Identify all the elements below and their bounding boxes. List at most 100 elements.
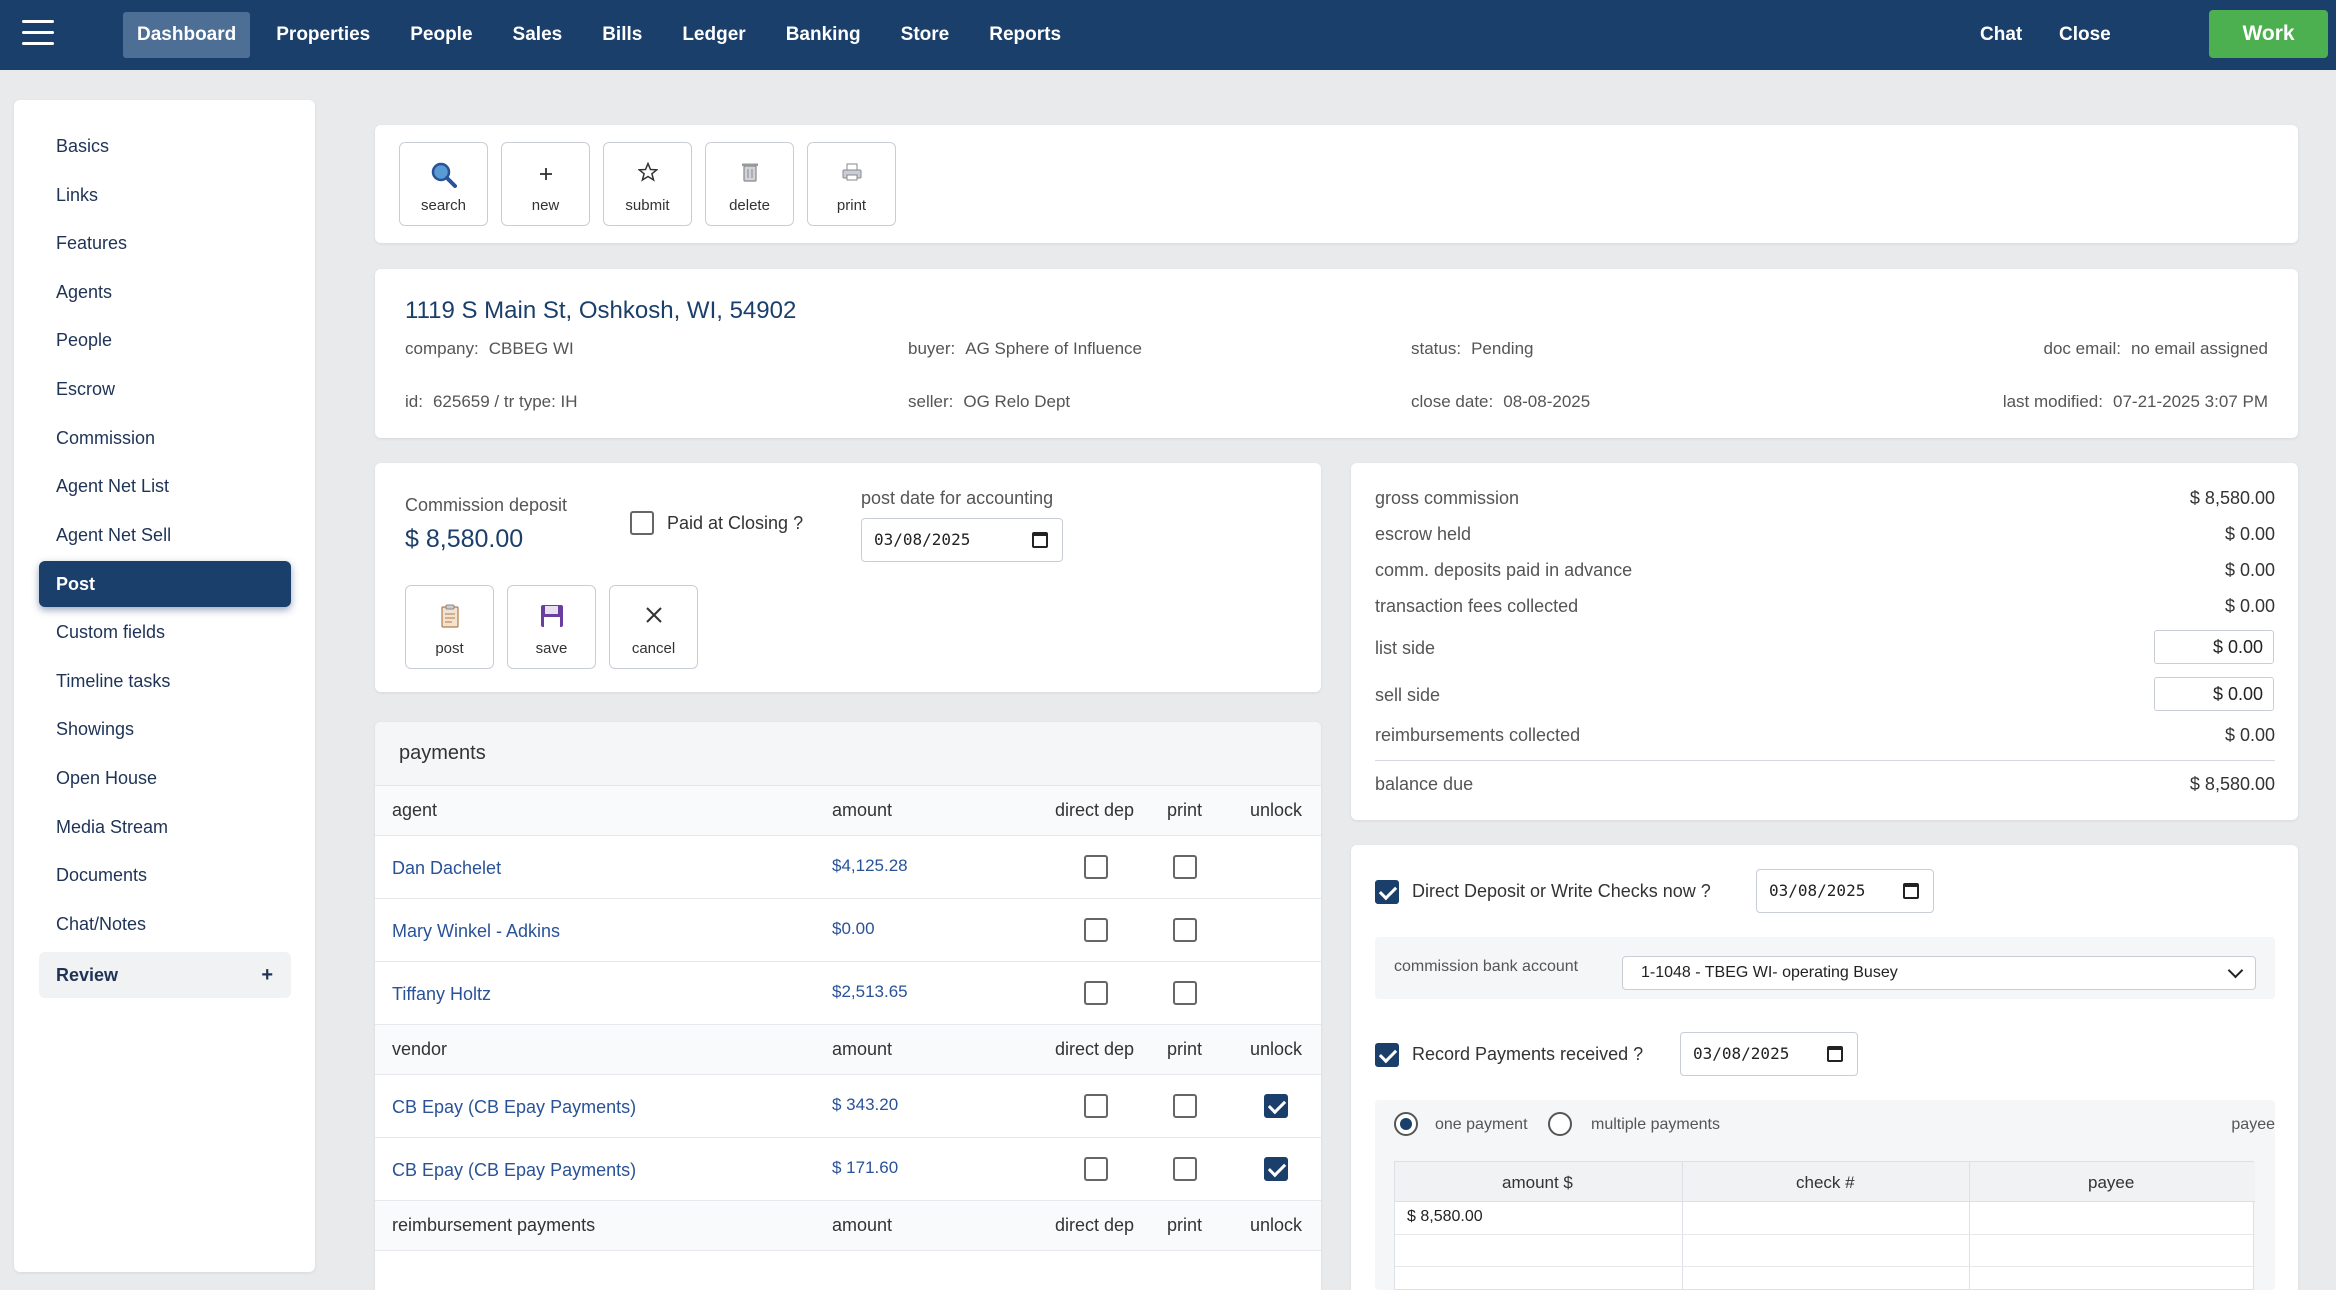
save-button[interactable]: save: [507, 585, 596, 669]
payments-card: payments agent amount direct dep print u…: [375, 722, 1321, 1290]
plus-icon[interactable]: +: [261, 964, 273, 986]
plus-icon: [502, 161, 589, 189]
record-payments-date-input[interactable]: 03/08/2025: [1680, 1032, 1858, 1076]
received-table-header: amount $ check # payee: [1395, 1162, 2255, 1202]
paid-at-closing-checkbox[interactable]: [630, 511, 654, 535]
cancel-button[interactable]: cancel: [609, 585, 698, 669]
nav-store[interactable]: Store: [900, 24, 950, 45]
direct-dep-checkbox[interactable]: [1084, 918, 1108, 942]
search-button[interactable]: search: [399, 142, 488, 226]
sidebar-item-agent-net-list[interactable]: Agent Net List: [56, 476, 170, 496]
print-checkbox[interactable]: [1173, 981, 1197, 1005]
star-icon: [604, 161, 691, 189]
direct-dep-checkbox[interactable]: [1084, 1094, 1108, 1118]
nav-bills[interactable]: Bills: [602, 24, 643, 45]
vendor-amount: $ 343.20: [832, 1095, 899, 1114]
sidebar-item-basics[interactable]: Basics: [56, 136, 110, 156]
print-checkbox[interactable]: [1173, 855, 1197, 879]
commission-summary-card: gross commission $ 8,580.00 escrow held $ …: [1351, 463, 2298, 820]
delete-button[interactable]: delete: [705, 142, 794, 226]
agent-amount: $4,125.28: [832, 856, 908, 875]
nav-sales[interactable]: Sales: [512, 24, 563, 45]
commission-deposit-label: Commission deposit: [405, 495, 568, 515]
nav-ledger[interactable]: Ledger: [682, 24, 746, 45]
clipboard-icon: [406, 604, 493, 632]
nav-reports[interactable]: Reports: [989, 24, 1062, 45]
print-checkbox[interactable]: [1173, 1094, 1197, 1118]
table-row: Mary Winkel - Adkins $0.00: [375, 899, 1321, 962]
chevron-down-icon: [2227, 962, 2244, 979]
comm-deposits-row: comm. deposits paid in advance $ 0.00: [1375, 560, 2275, 580]
calendar-icon: [1032, 532, 1048, 548]
submit-button[interactable]: submit: [603, 142, 692, 226]
print-checkbox[interactable]: [1173, 918, 1197, 942]
vendor-name-link[interactable]: CB Epay (CB Epay Payments): [392, 1097, 637, 1117]
nav-chat[interactable]: Chat: [1980, 24, 2023, 45]
sell-side-label: sell side: [1375, 685, 1441, 705]
sidebar-item-showings[interactable]: Showings: [56, 719, 135, 739]
nav-people[interactable]: People: [410, 24, 473, 45]
hamburger-menu-icon[interactable]: [22, 20, 54, 46]
paid-at-closing-label: Paid at Closing ?: [667, 513, 804, 533]
direct-dep-checkbox[interactable]: [1084, 981, 1108, 1005]
nav-close[interactable]: Close: [2059, 24, 2111, 45]
nav-dashboard[interactable]: Dashboard: [123, 12, 251, 58]
payments-header: payments: [375, 722, 1321, 786]
sidebar-item-review[interactable]: Review +: [39, 952, 291, 998]
sidebar-item-open-house[interactable]: Open House: [56, 768, 158, 788]
sidebar-item-people[interactable]: People: [56, 330, 113, 350]
vendor-header-row: vendor amount direct dep print unlock: [375, 1025, 1321, 1075]
received-amount-input[interactable]: $ 8,580.00: [1407, 1208, 1483, 1225]
direct-dep-checkbox[interactable]: [1084, 855, 1108, 879]
sidebar-item-agent-net-sell[interactable]: Agent Net Sell: [56, 525, 172, 545]
post-date-input[interactable]: 03/08/2025: [861, 518, 1063, 562]
direct-deposit-date-input[interactable]: 03/08/2025: [1756, 869, 1934, 913]
agent-name-link[interactable]: Tiffany Holtz: [392, 984, 492, 1004]
sidebar-item-chat-notes[interactable]: Chat/Notes: [56, 914, 147, 934]
property-address: 1119 S Main St, Oshkosh, WI, 54902: [405, 297, 797, 324]
direct-deposit-checkbox[interactable]: [1375, 880, 1399, 904]
unlock-checkbox[interactable]: [1264, 1094, 1288, 1118]
sidebar-item-features[interactable]: Features: [56, 233, 128, 253]
sidebar-item-documents[interactable]: Documents: [56, 865, 148, 885]
record-payments-label: Record Payments received ?: [1412, 1044, 1644, 1064]
sidebar-item-post[interactable]: Post: [39, 561, 291, 607]
nav-properties[interactable]: Properties: [276, 24, 371, 45]
check-number-input[interactable]: [1695, 1206, 1955, 1232]
sidebar-item-escrow[interactable]: Escrow: [56, 379, 116, 399]
commission-bank-account-select[interactable]: 1-1048 - TBEG WI- operating Busey: [1622, 956, 2256, 990]
payments-received-table: amount $ check # payee $ 8,580.00: [1394, 1161, 2255, 1290]
sidebar-item-timeline-tasks[interactable]: Timeline tasks: [56, 671, 171, 691]
sidebar-item-links[interactable]: Links: [56, 185, 99, 205]
payments-title: payments: [399, 742, 486, 764]
property-info-card: 1119 S Main St, Oshkosh, WI, 54902 compa…: [375, 269, 2298, 438]
multiple-payments-radio[interactable]: [1548, 1112, 1572, 1136]
print-button[interactable]: print: [807, 142, 896, 226]
agent-name-link[interactable]: Dan Dachelet: [392, 858, 502, 878]
sidebar-item-custom-fields[interactable]: Custom fields: [56, 622, 166, 642]
payee-input[interactable]: [1983, 1206, 2243, 1232]
sell-side-input[interactable]: $ 0.00: [2154, 677, 2274, 711]
nav-banking[interactable]: Banking: [785, 24, 861, 45]
record-payments-checkbox[interactable]: [1375, 1043, 1399, 1067]
sidebar-item-media-stream[interactable]: Media Stream: [56, 817, 169, 837]
vendor-name-link[interactable]: CB Epay (CB Epay Payments): [392, 1160, 637, 1180]
print-checkbox[interactable]: [1173, 1157, 1197, 1181]
agent-amount: $0.00: [832, 919, 875, 938]
sidebar-item-agents[interactable]: Agents: [56, 282, 113, 302]
one-payment-label: one payment: [1435, 1116, 1528, 1133]
work-button[interactable]: Work: [2209, 10, 2328, 58]
unlock-checkbox[interactable]: [1264, 1157, 1288, 1181]
post-button[interactable]: post: [405, 585, 494, 669]
printer-icon: [808, 161, 895, 189]
company-field: company: CBBEG WI: [405, 339, 574, 358]
escrow-held-row: escrow held $ 0.00: [1375, 524, 2275, 544]
one-payment-radio[interactable]: [1394, 1112, 1418, 1136]
direct-dep-checkbox[interactable]: [1084, 1157, 1108, 1181]
new-button[interactable]: new: [501, 142, 590, 226]
list-side-input[interactable]: $ 0.00: [2154, 630, 2274, 664]
agent-name-link[interactable]: Mary Winkel - Adkins: [392, 921, 561, 941]
sidebar-item-commission[interactable]: Commission: [56, 428, 156, 448]
payments-received-panel: one payment multiple payments payee amou…: [1375, 1100, 2275, 1290]
payee-label: payee: [2231, 1116, 2275, 1133]
